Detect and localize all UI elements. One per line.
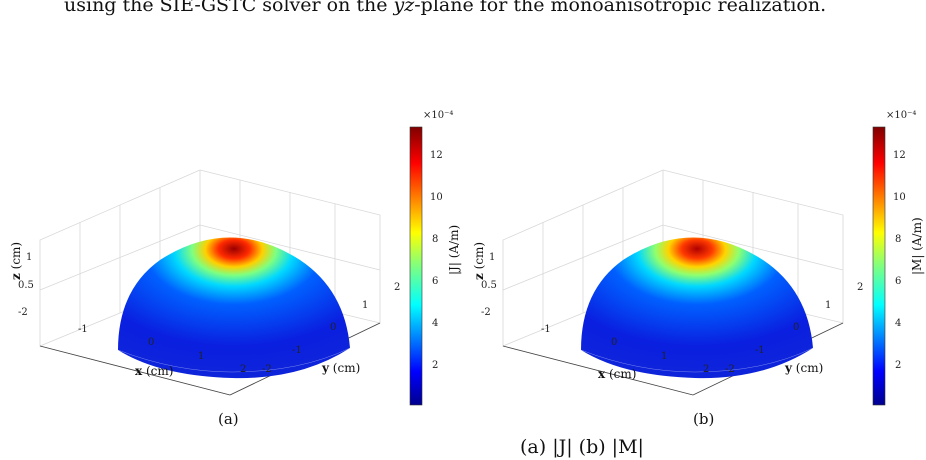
colorbar-label: |J| (A/m) bbox=[447, 225, 461, 275]
y-tick-2: 0 bbox=[793, 322, 799, 333]
y-tick-0: -2 bbox=[262, 364, 272, 375]
x-tick-3: 1 bbox=[661, 351, 667, 362]
y-tick-0: -2 bbox=[725, 364, 735, 375]
y-tick-4: 2 bbox=[857, 282, 863, 293]
x-tick-4: 2 bbox=[703, 364, 709, 375]
x-tick-0: -2 bbox=[18, 307, 28, 318]
caption-top-text: using the SIE-GSTC solver on the yz-plan… bbox=[64, 0, 827, 16]
colorbar-tick-10: 10 bbox=[893, 192, 906, 203]
x-tick-4: 2 bbox=[240, 364, 246, 375]
colorbar-exponent: ×10⁻⁴ bbox=[886, 110, 916, 121]
y-tick-2: 0 bbox=[330, 322, 336, 333]
z-axis-label: z (cm) bbox=[9, 242, 23, 280]
subfigure-label-a: (a) bbox=[218, 410, 239, 428]
colorbar-tick-12: 12 bbox=[893, 150, 906, 161]
colorbar-exponent: ×10⁻⁴ bbox=[423, 110, 453, 121]
z-axis-label: z (cm) bbox=[472, 242, 486, 280]
y-axis-label: y (cm) bbox=[784, 361, 823, 375]
colorbar-tick-4: 4 bbox=[432, 318, 438, 329]
figure-panel-a: 1 0.5 z (cm) -2 -1 0 1 2 x (cm) -2 -1 0 … bbox=[0, 110, 461, 440]
z-tick-1: 1 bbox=[489, 252, 495, 263]
x-tick-2: 0 bbox=[148, 337, 154, 348]
colorbar-tick-6: 6 bbox=[895, 276, 901, 287]
colorbar-tick-6: 6 bbox=[432, 276, 438, 287]
z-tick-0: 0.5 bbox=[481, 280, 497, 291]
y-tick-3: 1 bbox=[825, 300, 831, 311]
surface-plot-a: 1 0.5 z (cm) -2 -1 0 1 2 x (cm) -2 -1 0 … bbox=[9, 110, 461, 406]
current-dome-surface bbox=[118, 237, 350, 379]
z-tick-1: 1 bbox=[26, 252, 32, 263]
magnetic-current-dome-surface bbox=[581, 237, 813, 379]
x-axis-label: x (cm) bbox=[135, 364, 173, 378]
y-tick-3: 1 bbox=[362, 300, 368, 311]
x-tick-0: -2 bbox=[481, 307, 491, 318]
colorbar-label: |M| (A/m) bbox=[910, 217, 924, 275]
colorbar: ×10⁻⁴ 12 10 8 6 4 2 |M| (A/m) bbox=[872, 110, 924, 406]
colorbar-tick-2: 2 bbox=[895, 360, 901, 371]
colorbar-tick-4: 4 bbox=[895, 318, 901, 329]
surface-plot-b: 1 0.5 z (cm) -2 -1 0 1 2 x (cm) -2 -1 0 … bbox=[472, 110, 924, 406]
figure-panel-b: 1 0.5 z (cm) -2 -1 0 1 2 x (cm) -2 -1 0 … bbox=[463, 110, 924, 440]
colorbar-tick-8: 8 bbox=[895, 234, 901, 245]
caption-bottom-fragment: (a) |J| (b) |M| bbox=[520, 436, 644, 458]
colorbar-tick-8: 8 bbox=[432, 234, 438, 245]
y-tick-1: -1 bbox=[755, 345, 765, 356]
x-tick-1: -1 bbox=[541, 324, 551, 335]
x-tick-3: 1 bbox=[198, 351, 204, 362]
axes-grid bbox=[502, 169, 844, 347]
x-axis-label: x (cm) bbox=[598, 367, 636, 381]
y-axis-label: y (cm) bbox=[321, 361, 360, 375]
y-tick-4: 2 bbox=[394, 282, 400, 293]
y-tick-1: -1 bbox=[292, 345, 302, 356]
x-tick-2: 0 bbox=[611, 337, 617, 348]
subfigure-label-b: (b) bbox=[693, 410, 715, 428]
colorbar-tick-10: 10 bbox=[430, 192, 443, 203]
colorbar-tick-12: 12 bbox=[430, 150, 443, 161]
colorbar-tick-2: 2 bbox=[432, 360, 438, 371]
z-tick-0: 0.5 bbox=[18, 280, 34, 291]
x-tick-1: -1 bbox=[78, 324, 88, 335]
colorbar: ×10⁻⁴ 12 10 8 6 4 2 |J| (A/m) bbox=[409, 110, 461, 406]
